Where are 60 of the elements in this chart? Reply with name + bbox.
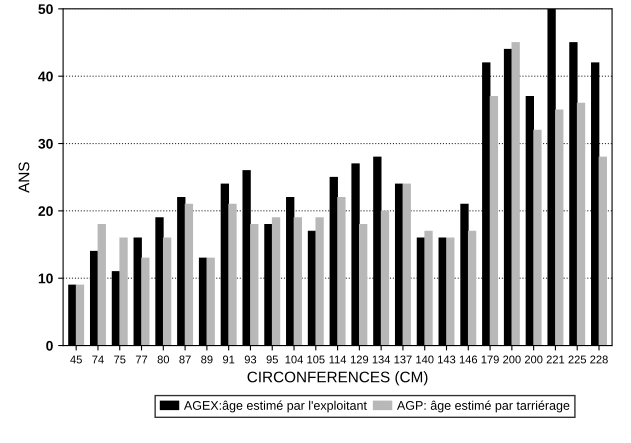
bar (533, 130, 542, 346)
bar (315, 217, 324, 346)
x-tick-label: 134 (372, 356, 390, 364)
x-tick-label: 105 (307, 356, 325, 364)
bar (250, 224, 258, 346)
x-tick-label: 225 (568, 356, 586, 364)
bar (141, 258, 150, 346)
y-tick-label: 40 (38, 72, 53, 82)
x-tick-label: 75 (114, 356, 126, 364)
bar (162, 237, 172, 346)
bar (555, 110, 564, 346)
x-tick-label: 114 (330, 356, 346, 364)
bar (598, 156, 607, 346)
bar (228, 204, 237, 346)
bar (446, 237, 454, 346)
bar (184, 204, 194, 346)
y-tick-label: 30 (38, 138, 53, 149)
bar (98, 224, 106, 346)
x-tick-label: 91 (223, 356, 234, 364)
x-tick-label: 80 (158, 356, 170, 364)
x-tick-label: 200 (524, 356, 542, 364)
x-tick-label: 179 (482, 356, 499, 364)
x-tick-label: 95 (266, 356, 278, 364)
x-tick-label: 200 (503, 356, 521, 364)
x-tick-label: 74 (92, 356, 104, 364)
bar (490, 96, 498, 346)
x-tick-label: 129 (350, 356, 368, 364)
y-tick-label: 0 (46, 340, 53, 351)
x-tick-label: 104 (286, 356, 303, 364)
y-tick-label: 20 (38, 206, 53, 216)
bar (402, 184, 411, 346)
bar (424, 230, 433, 346)
bar (337, 197, 346, 346)
x-axis-title: CIRCONFERENCES (CM) (248, 371, 428, 386)
bar (76, 284, 84, 346)
x-tick-label: 146 (460, 356, 478, 364)
bar (272, 217, 280, 346)
x-tick-label: 89 (201, 356, 213, 364)
x-tick-label: 137 (394, 356, 412, 364)
x-tick-label: 221 (546, 356, 564, 364)
legend-label: AGP: âge estimé par tarriérage (396, 400, 570, 412)
x-tick-label: 87 (179, 356, 191, 364)
y-tick-label: 50 (38, 4, 53, 14)
bar (576, 102, 586, 346)
x-tick-label: 45 (70, 356, 82, 364)
x-tick-label: 143 (438, 356, 456, 364)
x-tick-label: 228 (590, 356, 608, 364)
y-tick-label: 10 (38, 274, 53, 284)
legend-label: AGEX:âge estimé par l'exploitant (184, 400, 367, 412)
x-tick-label: 77 (136, 356, 148, 364)
bar (468, 230, 476, 346)
y-axis-title: ANS (18, 162, 30, 193)
bar (380, 210, 390, 346)
bar (206, 258, 215, 346)
bar (512, 42, 520, 346)
bar (119, 237, 128, 346)
x-tick-label: 140 (416, 356, 434, 364)
bar (294, 217, 302, 346)
bar (359, 224, 368, 346)
x-tick-label: 93 (244, 356, 256, 364)
